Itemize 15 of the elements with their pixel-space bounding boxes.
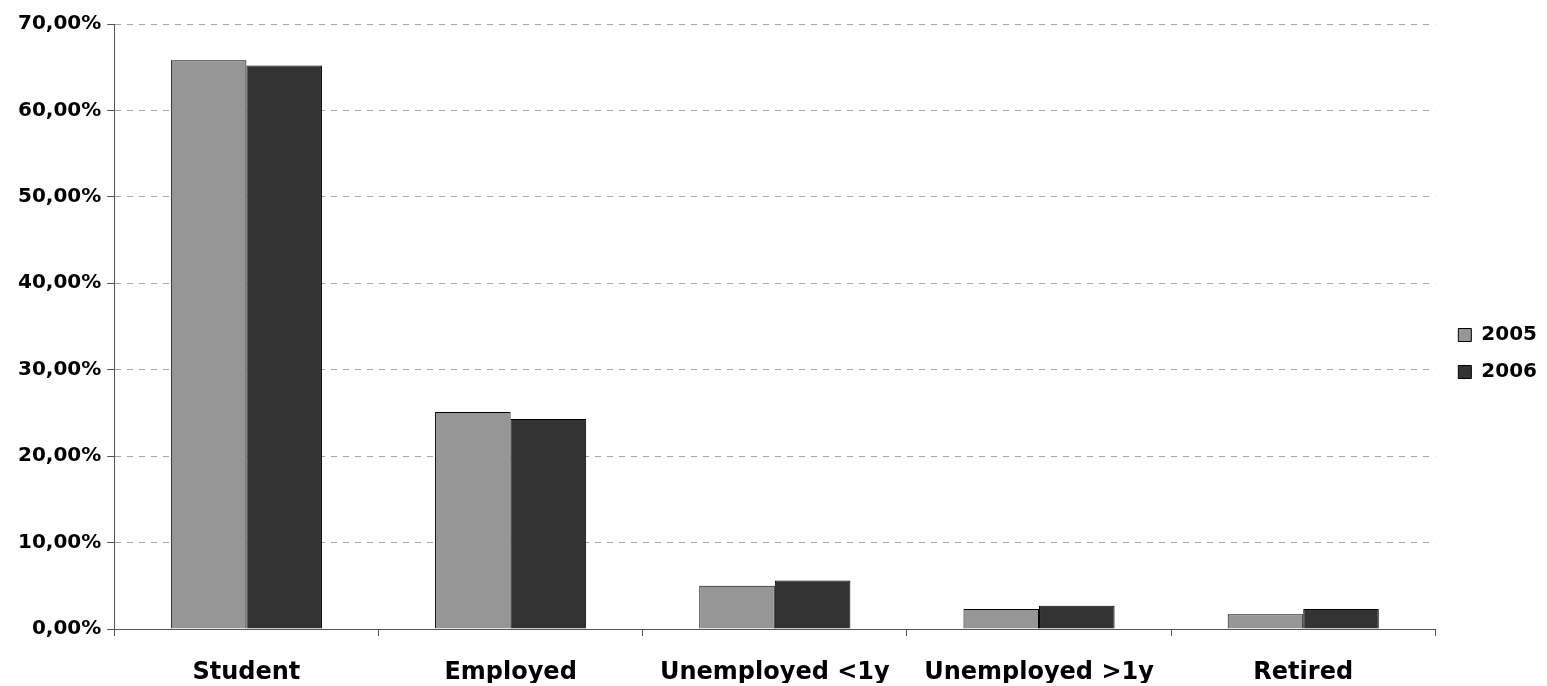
y-tick-label: 40,00% — [17, 269, 102, 294]
y-tick-label: 30,00% — [17, 355, 102, 380]
legend-label: 2006 — [1481, 358, 1538, 383]
y-tick-label: 50,00% — [17, 183, 102, 208]
y-tick-label: 0,00% — [31, 615, 102, 640]
x-tick-label: Retired — [1253, 656, 1354, 685]
y-tick-label: 70,00% — [17, 10, 102, 35]
x-tick-label: Student — [192, 656, 301, 685]
x-tick-label: Unemployed >1y — [924, 656, 1155, 685]
y-tick-label: 60,00% — [17, 96, 102, 121]
legend-label: 2005 — [1481, 321, 1538, 346]
y-tick-label: 10,00% — [17, 528, 102, 553]
x-tick-label: Unemployed <1y — [659, 656, 890, 685]
x-tick-label: Employed — [444, 656, 577, 685]
y-tick-label: 20,00% — [17, 442, 102, 467]
